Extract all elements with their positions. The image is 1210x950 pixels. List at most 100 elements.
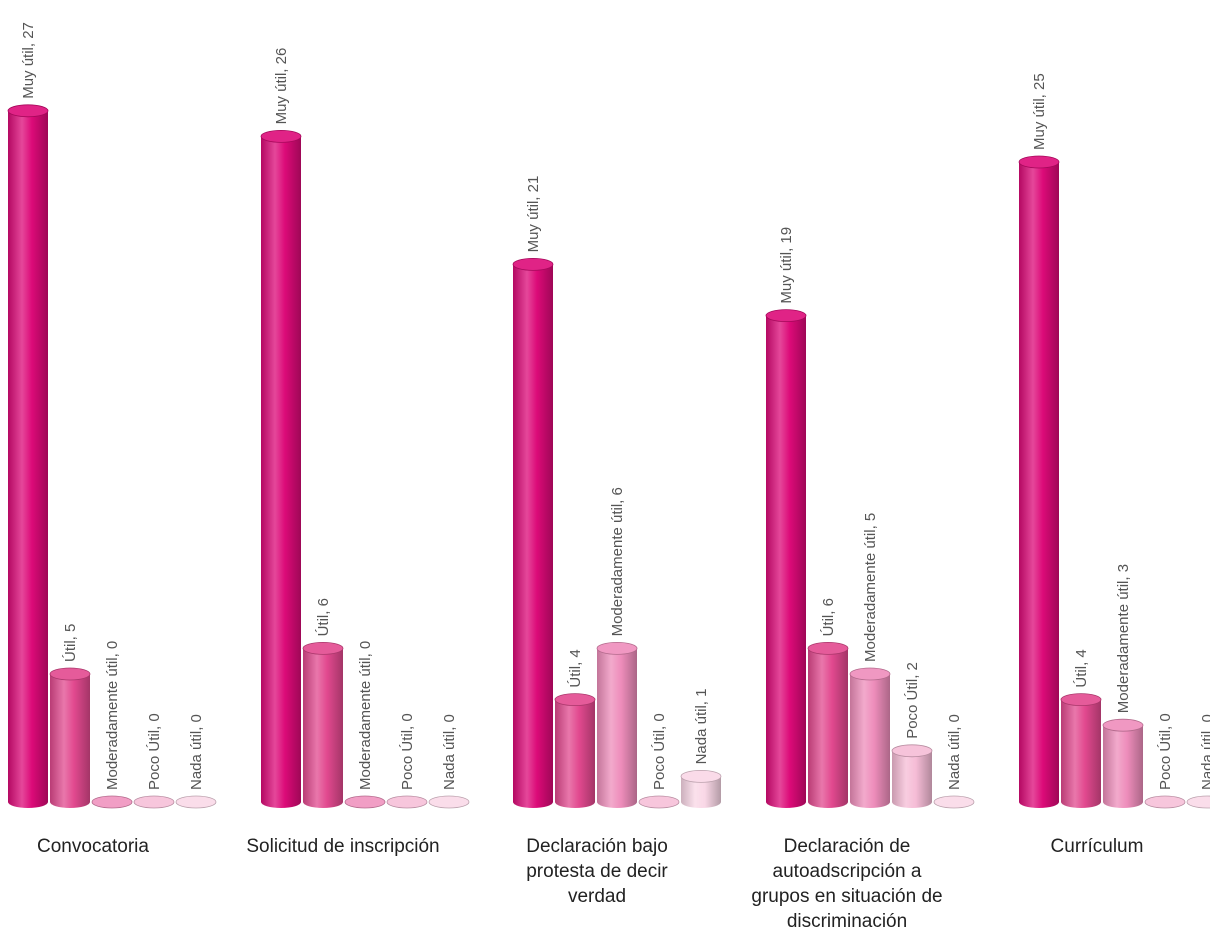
category-label-line: autoadscripción a: [773, 861, 922, 882]
bar-top: [175, 795, 217, 809]
data-label: Moderadamente útil, 0: [357, 641, 374, 790]
bar-body: [555, 699, 595, 808]
bar-5-3: [1102, 718, 1144, 808]
bar-2-2: [302, 642, 344, 808]
data-label: Moderadamente útil, 3: [1115, 564, 1132, 713]
bar-top: [344, 795, 386, 809]
bar-top: [428, 795, 470, 809]
bars-layer: [7, 104, 1210, 809]
bar-4-5: [933, 795, 975, 809]
category-label-line: discriminación: [787, 911, 907, 932]
bar-body: [808, 648, 848, 808]
bar-5-4: [1144, 795, 1186, 809]
bar-5-1: [1018, 155, 1060, 808]
category-label: Solicitud de inscripción: [246, 836, 439, 857]
data-label: Poco Útil, 0: [651, 713, 668, 790]
category-label-line: Convocatoria: [37, 836, 149, 857]
bar-top: [554, 693, 596, 706]
data-label: Poco Útil, 0: [1157, 713, 1174, 790]
bar-4-3: [849, 667, 891, 808]
bar-3-2: [554, 693, 596, 808]
data-label: Muy útil, 19: [778, 227, 795, 304]
bar-3-3: [596, 642, 638, 808]
category-label: Declaración bajo protesta de decir verdad: [526, 836, 668, 907]
bar-4-2: [807, 642, 849, 808]
bar-top: [7, 104, 49, 118]
bar-2-1: [260, 129, 302, 808]
bar-top: [49, 667, 91, 681]
bar-body: [766, 315, 806, 808]
bar-body: [8, 110, 48, 809]
data-label: Nada útil, 0: [1199, 714, 1210, 790]
bar-top: [638, 795, 680, 809]
data-label: Moderadamente útil, 5: [862, 513, 879, 662]
bar-2-4: [386, 795, 428, 809]
bar-top: [1018, 155, 1060, 169]
category-label-line: Currículum: [1051, 836, 1144, 857]
data-label: Muy útil, 27: [20, 22, 37, 99]
bar-body: [1019, 162, 1059, 808]
data-label: Útil, 6: [315, 598, 332, 636]
data-label: Muy útil, 21: [525, 176, 542, 253]
bar-top: [1186, 795, 1210, 809]
category-label: Convocatoria: [37, 836, 149, 857]
data-label: Poco Útil, 0: [399, 713, 416, 790]
data-label: Moderadamente útil, 0: [104, 641, 121, 790]
bar-top: [807, 642, 849, 655]
data-label: Nada útil, 0: [441, 714, 458, 790]
bar-5-2: [1060, 693, 1102, 808]
category-label: Currículum: [1051, 836, 1144, 857]
bar-top: [933, 795, 975, 809]
bar-4-1: [765, 309, 807, 808]
data-label: Moderadamente útil, 6: [609, 487, 626, 636]
bar-top: [512, 257, 554, 271]
data-label: Nada útil, 0: [188, 714, 205, 790]
category-label-line: Declaración bajo: [526, 836, 668, 857]
bar-1-5: [175, 795, 217, 809]
data-label: Poco Útil, 0: [146, 713, 163, 790]
bar-top: [765, 309, 807, 323]
data-label: Útil, 4: [567, 649, 584, 687]
bar-2-5: [428, 795, 470, 809]
bar-top: [1060, 693, 1102, 706]
data-label: Muy útil, 26: [273, 48, 290, 125]
bar-top: [260, 129, 302, 143]
bar-top: [596, 642, 638, 655]
bar-body: [513, 264, 553, 808]
category-label-line: Solicitud de inscripción: [246, 836, 439, 857]
bar-1-3: [91, 795, 133, 809]
bar-top: [386, 795, 428, 809]
bar-top: [1102, 718, 1144, 732]
bar-top: [680, 770, 722, 783]
bar-body: [681, 776, 721, 808]
bar-1-1: [7, 104, 49, 809]
bar-3-4: [638, 795, 680, 809]
bar-4-4: [891, 744, 933, 808]
bar-top: [1144, 795, 1186, 809]
labels-layer: Muy útil, 27 Útil, 5 Moderadamente útil, 0…: [20, 22, 1210, 932]
bar-top: [891, 744, 933, 758]
bar-1-2: [49, 667, 91, 808]
category-label-line: protesta de decir: [526, 861, 668, 882]
category-label: Declaración de autoadscripción a grupos en…: [751, 836, 942, 932]
category-label-line: verdad: [568, 886, 626, 907]
bar-body: [892, 750, 932, 808]
bar-body: [1103, 725, 1143, 808]
bar-top: [133, 795, 175, 809]
bar-body: [1061, 699, 1101, 808]
data-label: Útil, 5: [62, 624, 79, 662]
bar-top: [302, 642, 344, 655]
bar-top: [91, 795, 133, 809]
data-label: Nada útil, 1: [693, 689, 710, 765]
bar-1-4: [133, 795, 175, 809]
data-label: Muy útil, 25: [1031, 73, 1048, 150]
data-label: Poco Útil, 2: [904, 662, 921, 739]
bar-body: [50, 674, 90, 808]
bar-body: [303, 648, 343, 808]
data-label: Nada útil, 0: [946, 714, 963, 790]
bar-2-3: [344, 795, 386, 809]
bar-body: [850, 674, 890, 808]
category-label-line: grupos en situación de: [751, 886, 942, 907]
